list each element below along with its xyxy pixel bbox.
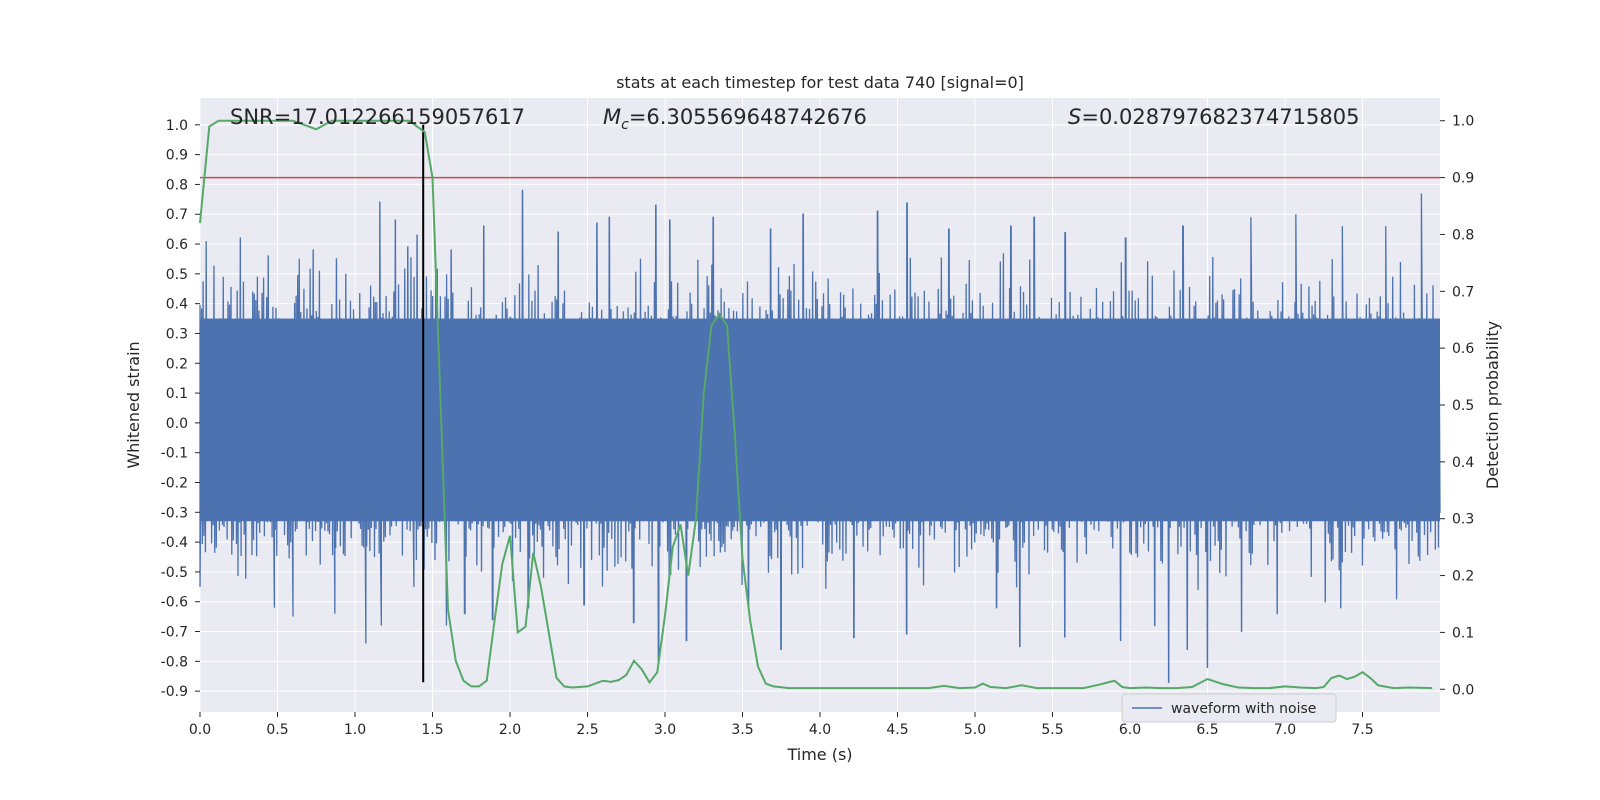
x-tick-label-0: 0.0	[189, 722, 211, 738]
y-right-tick-label-8: 0.2	[1452, 569, 1474, 585]
x-tick-label-13: 6.5	[1196, 722, 1218, 738]
x-tick-label-7: 3.5	[731, 722, 753, 738]
legend-box	[1121, 693, 1337, 723]
y-left-tick-label-19: -0.9	[161, 684, 188, 700]
y-left-tick-label-0: 1.0	[166, 118, 188, 134]
y-left-tick-label-6: 0.4	[166, 297, 188, 313]
x-tick-label-12: 6.0	[1119, 722, 1141, 738]
chirp-mass-symbol: M	[603, 105, 621, 129]
y-left-tick-label-11: -0.1	[161, 446, 188, 462]
s-statistic-value: =0.028797682374715805	[1081, 105, 1359, 129]
x-tick-label-14: 7.0	[1274, 722, 1296, 738]
chirp-mass-value: =6.305569648742676	[629, 105, 867, 129]
y-left-tick-label-2: 0.8	[166, 177, 188, 193]
y-right-tick-label-4: 0.6	[1452, 341, 1474, 357]
reference-lines	[200, 124, 1440, 683]
y-right-tick-label-6: 0.4	[1452, 455, 1474, 471]
stats-annotations: SNR=17.012266159057617 Mc=6.305569648742…	[230, 105, 1359, 133]
x-tick-label-2: 1.0	[344, 722, 366, 738]
x-tick-label-15: 7.5	[1351, 722, 1373, 738]
y-right-tick-label-2: 0.8	[1452, 227, 1474, 243]
y-left-tick-label-12: -0.2	[161, 475, 188, 491]
y-right-tick-label-7: 0.3	[1452, 512, 1474, 528]
y-right-tick-label-10: 0.0	[1452, 682, 1474, 698]
y-right-tick-label-3: 0.7	[1452, 284, 1474, 300]
x-tick-label-3: 1.5	[421, 722, 443, 738]
x-tick-label-11: 5.5	[1041, 722, 1063, 738]
waveform-with-noise-line	[199, 189, 1441, 683]
x-tick-label-4: 2.0	[499, 722, 521, 738]
y-right-tick-label-9: 0.1	[1452, 625, 1474, 641]
y-left-tick-label-7: 0.3	[166, 326, 188, 342]
y-right-tick-label-1: 0.9	[1452, 171, 1474, 187]
x-tick-label-8: 4.0	[809, 722, 831, 738]
detection-probability-line	[199, 119, 1433, 690]
chirp-mass-annotation: Mc=6.305569648742676	[603, 105, 867, 133]
waveform-series	[199, 189, 1441, 683]
y-left-tick-label-15: -0.5	[161, 565, 188, 581]
legend: waveform with noise	[1121, 693, 1337, 723]
y-right-tick-label-5: 0.5	[1452, 398, 1474, 414]
y-left-tick-label-5: 0.5	[166, 267, 188, 283]
chirp-mass-subscript: c	[621, 117, 629, 133]
y-left-tick-label-14: -0.4	[161, 535, 188, 551]
legend-label-waveform: waveform with noise	[1171, 701, 1316, 717]
y-left-tick-label-9: 0.1	[166, 386, 188, 402]
y-left-tick-label-10: 0.0	[166, 416, 188, 432]
y-left-tick-label-8: 0.2	[166, 356, 188, 372]
x-axis-label: Time (s)	[786, 745, 852, 764]
y-left-tick-label-1: 0.9	[166, 148, 188, 164]
x-tick-label-9: 4.5	[886, 722, 908, 738]
y-left-tick-label-17: -0.7	[161, 625, 188, 641]
x-tick-label-10: 5.0	[964, 722, 986, 738]
s-statistic-annotation: S=0.028797682374715805	[1068, 105, 1359, 129]
y-left-tick-label-18: -0.8	[161, 654, 188, 670]
y-axis-label-right: Detection probability	[1483, 321, 1502, 489]
x-tick-label-5: 2.5	[576, 722, 598, 738]
probability-series	[199, 119, 1433, 690]
x-tick-label-1: 0.5	[266, 722, 288, 738]
y-axis-label-left: Whitened strain	[124, 341, 143, 468]
y-left-tick-label-13: -0.3	[161, 505, 188, 521]
y-left-tick-label-16: -0.6	[161, 595, 188, 611]
y-left-tick-label-3: 0.7	[166, 207, 188, 223]
y-left-tick-label-4: 0.6	[166, 237, 188, 253]
snr-annotation: SNR=17.012266159057617	[230, 105, 525, 129]
y-right-tick-label-0: 1.0	[1452, 114, 1474, 130]
x-tick-label-6: 3.0	[654, 722, 676, 738]
chart-title: stats at each timestep for test data 740…	[616, 73, 1024, 92]
s-statistic-symbol: S	[1068, 105, 1081, 129]
axes: 0.0 0.5 1.0 1.5 2.0 2.5 3.0 3.5 4.0 4.5 5.0 5.5 6.0 6…	[161, 114, 1475, 738]
